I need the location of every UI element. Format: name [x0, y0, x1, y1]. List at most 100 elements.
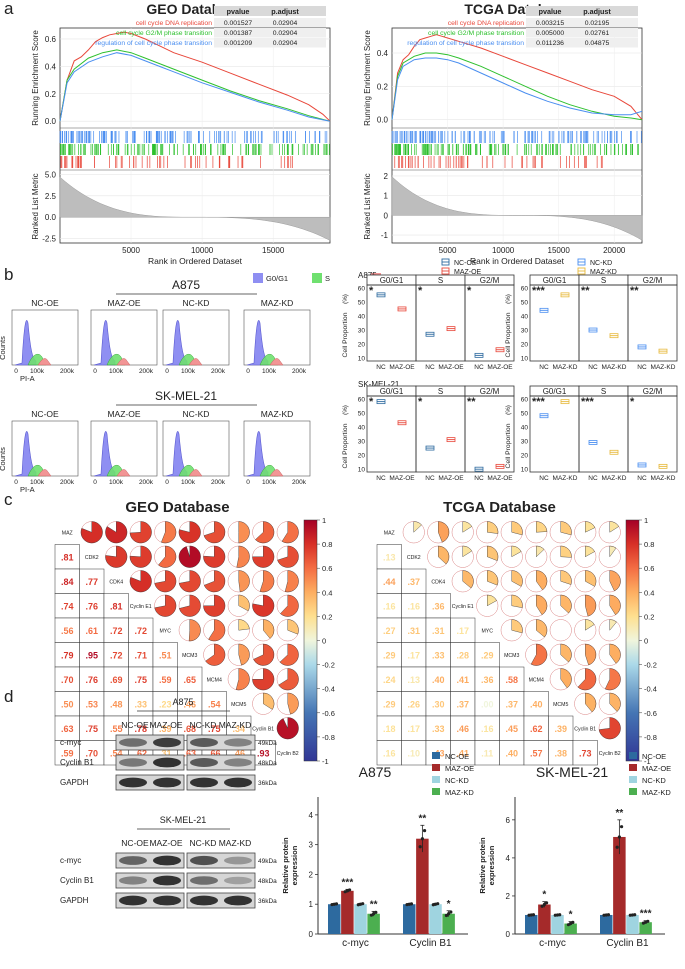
- corr-value: .36: [432, 601, 445, 611]
- pie-slice: [105, 545, 128, 568]
- x-tick-label: NC: [425, 475, 435, 482]
- blot-band: [190, 855, 218, 866]
- table-header-bg: [526, 6, 638, 16]
- pie-slice: [238, 570, 250, 593]
- x-tick-label: NC: [425, 364, 435, 371]
- pie-slice: [178, 545, 201, 568]
- x-tick-label: 100k: [109, 479, 124, 486]
- corr-cell: [79, 593, 105, 619]
- pie-slice: [560, 643, 572, 663]
- x-tick-label: 100k: [30, 368, 45, 375]
- corr-value: .46: [183, 699, 196, 709]
- corr-value: .72: [134, 626, 147, 636]
- blot-row-label: c-myc: [60, 738, 81, 747]
- corr-value: .62: [530, 724, 543, 734]
- corr-cell: [474, 642, 500, 668]
- x-tick-label: 200k: [292, 479, 307, 486]
- pie-slice: [158, 545, 177, 568]
- corr-cell: [499, 666, 525, 692]
- colorbar-label: -0.8: [322, 733, 335, 742]
- pie-slice: [154, 594, 177, 617]
- cell-line-title: A875: [172, 278, 200, 292]
- data-point: [436, 902, 440, 906]
- corr-cell: [376, 593, 402, 619]
- table-pvalue: 0.011236: [536, 40, 564, 47]
- corr-value: .29: [481, 650, 494, 660]
- corr-cell: [425, 715, 451, 741]
- y-tick-label: 0.6: [45, 35, 57, 44]
- pie-slice: [255, 521, 275, 544]
- x-tick-label: 0: [246, 368, 250, 375]
- y-tick-label: 50: [521, 410, 529, 417]
- corr-cell: [474, 740, 500, 766]
- y-tick-label: 10: [358, 356, 366, 363]
- pie-slice: [252, 668, 275, 691]
- y-tick-label: 0.4: [45, 62, 57, 71]
- legend-label: MAZ-OE: [454, 269, 482, 276]
- bar: [416, 838, 429, 934]
- kda-label: 49kDa: [258, 740, 277, 747]
- gene-label: MYC: [159, 628, 171, 634]
- table-row-name: cell cycle G2/M phase transition: [428, 30, 524, 37]
- pie-slice: [105, 521, 128, 544]
- blot-band: [224, 738, 252, 747]
- blot-row-label: GAPDH: [60, 778, 89, 787]
- y-tick-label: 30: [358, 439, 366, 446]
- y-tick-label: 40: [521, 313, 529, 320]
- gene-label: Cyclin B2: [599, 751, 621, 757]
- corr-value: .75: [85, 724, 98, 734]
- colorbar-label: 0.4: [322, 588, 332, 597]
- y-tick-label: 50: [521, 299, 529, 306]
- legend-swatch: [629, 776, 637, 783]
- pie-slice: [609, 643, 621, 664]
- corr-value: .33: [134, 699, 147, 709]
- facet-title: S: [438, 387, 443, 396]
- corr-value: .75: [208, 724, 221, 734]
- y-axis-label: expression: [290, 845, 299, 885]
- pie-slice: [536, 570, 548, 591]
- legend-label: NC-OE: [454, 260, 477, 267]
- corr-cell: [425, 617, 451, 643]
- corr-value: .34: [232, 724, 245, 734]
- blot-band: [190, 777, 218, 788]
- kda-label: 48kDa: [258, 760, 277, 767]
- y-tick-label: 20: [358, 453, 366, 460]
- y-axis-label: Cell Proportion: [505, 423, 512, 468]
- lane-label: MAZ-KD: [219, 720, 252, 730]
- corr-cell: [425, 593, 451, 619]
- pie-slice: [604, 668, 621, 691]
- significance-mark: **: [581, 285, 590, 297]
- y-axis-unit: (%): [342, 405, 349, 415]
- y-tick-label: 4: [309, 811, 314, 820]
- table-pvalue: 0.001209: [224, 40, 253, 47]
- ranked-metric-area: [391, 176, 643, 241]
- y-tick-label: 5.0: [45, 170, 57, 179]
- colorbar-label: -0.4: [644, 685, 657, 694]
- corr-value: .17: [407, 650, 420, 660]
- y-axis-label: Running Enrichment Score: [363, 30, 372, 126]
- facet-title: S: [601, 387, 606, 396]
- lane-label: MAZ-KD: [219, 838, 252, 848]
- legend-swatch: [432, 764, 440, 771]
- blot-band: [190, 758, 218, 767]
- corr-value: .24: [383, 675, 396, 685]
- corr-value: .28: [456, 650, 469, 660]
- pie-slice: [462, 570, 474, 589]
- bar: [525, 914, 538, 934]
- x-tick-label: NC: [637, 364, 647, 371]
- corr-value: .13: [383, 552, 396, 562]
- colorbar-label: 1: [644, 516, 648, 525]
- gene-label: MCM5: [553, 702, 568, 708]
- y-axis-label: expression: [487, 845, 496, 885]
- y-tick-label: -2.5: [42, 235, 56, 244]
- gene-label: MCM4: [529, 677, 544, 683]
- gene-label: Cyclin B1: [574, 726, 596, 732]
- bar: [328, 904, 341, 934]
- gene-label: MAZ: [384, 530, 395, 536]
- x-tick-label: NC: [637, 475, 647, 482]
- significance-mark: *: [630, 396, 635, 408]
- corr-cell: [376, 691, 402, 717]
- x-tick-label: c-myc: [342, 938, 369, 949]
- histogram-frame: [162, 309, 230, 366]
